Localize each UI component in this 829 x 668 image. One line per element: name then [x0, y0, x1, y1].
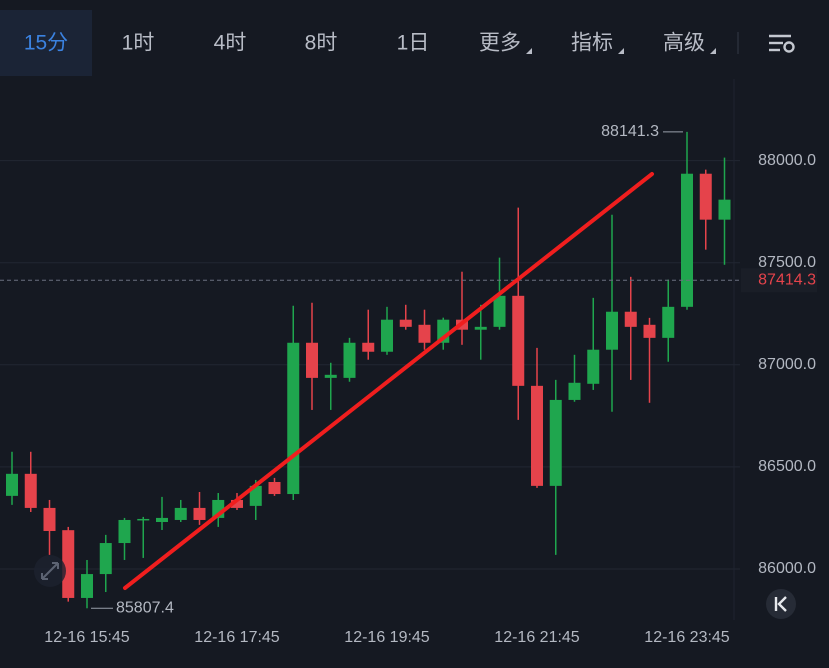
y-tick-label: 87000.0	[758, 356, 816, 373]
candle-body	[362, 342, 375, 352]
candle-body	[249, 485, 262, 506]
tab-label: 更多	[479, 32, 521, 55]
candle-body	[681, 173, 693, 307]
dropdown-arrow	[618, 48, 624, 54]
tab-label: 15分	[24, 32, 68, 55]
candle-body	[399, 319, 412, 327]
candle-body	[231, 499, 243, 508]
candle-body	[568, 382, 581, 400]
candle-body	[287, 342, 300, 495]
tab-label: 4时	[214, 32, 247, 55]
candle-body	[156, 517, 168, 523]
candle-body	[606, 311, 618, 350]
candle-body	[99, 543, 112, 575]
candle-body	[193, 507, 206, 520]
tab[interactable]: 更多	[479, 32, 532, 55]
candle-body	[418, 324, 431, 343]
candle-body	[643, 324, 656, 338]
tab[interactable]: 15分	[0, 10, 92, 76]
candle-body	[493, 295, 506, 327]
settings-icon[interactable]	[769, 34, 795, 53]
tab[interactable]: 1时	[122, 32, 155, 55]
candle-body	[43, 507, 56, 531]
x-tick-label: 12-16 15:45	[44, 629, 130, 646]
x-tick-label: 12-16 17:45	[194, 629, 280, 646]
candle-body	[81, 574, 93, 598]
candle-body	[512, 295, 525, 386]
chart: 86000.0 86500.0 87000.0 87500.0 88000.0 12-16…	[0, 79, 817, 646]
tab[interactable]: 1日	[397, 32, 430, 55]
candle-body	[24, 473, 37, 508]
min-label: 85807.4	[116, 600, 174, 617]
trend-line[interactable]	[123, 172, 654, 590]
candle-body	[137, 518, 150, 521]
y-tick-label: 87500.0	[758, 254, 816, 271]
candle-body	[531, 385, 543, 486]
tab-label: 1日	[397, 32, 430, 55]
tab-label: 1时	[122, 32, 155, 55]
dropdown-arrow	[710, 48, 716, 54]
max-label: 88141.3	[601, 123, 659, 140]
candle-body	[624, 311, 637, 327]
candle-body	[306, 342, 318, 378]
candle-body	[381, 319, 393, 352]
tab-label: 高级	[663, 32, 705, 55]
candle-body	[6, 473, 18, 496]
y-tick-label: 88000.0	[758, 152, 816, 169]
x-tick-label: 12-16 23:45	[644, 629, 730, 646]
candle-body	[324, 374, 337, 378]
tab[interactable]: 4时	[214, 32, 247, 55]
candle-body	[474, 326, 487, 330]
y-tick-label: 86500.0	[758, 458, 816, 475]
expand-button[interactable]	[34, 555, 66, 587]
tab-label: 指标	[571, 32, 613, 55]
candle-body	[343, 342, 356, 378]
tab-label: 8时	[305, 32, 338, 55]
tab[interactable]: 8时	[305, 32, 338, 55]
candle-body	[549, 399, 562, 486]
candle-body	[718, 199, 731, 220]
tab[interactable]: 高级	[663, 32, 716, 55]
candle-body	[587, 349, 600, 384]
last-price-tag	[741, 268, 817, 293]
toolbar: 15分 1时 4时 8时 1日 更多 指标 高级	[0, 10, 716, 76]
tab-highlight	[0, 10, 92, 76]
candle-body	[174, 507, 187, 520]
candle-body	[662, 306, 675, 338]
candle-body	[118, 519, 131, 544]
candle-body	[268, 481, 281, 495]
dropdown-arrow	[526, 48, 532, 54]
scroll-latest-button[interactable]	[766, 589, 796, 619]
tab[interactable]: 指标	[571, 32, 624, 55]
x-tick-label: 12-16 21:45	[494, 629, 580, 646]
x-tick-label: 12-16 19:45	[344, 629, 430, 646]
candle-body	[62, 530, 75, 598]
candle-body	[699, 173, 712, 220]
y-tick-label: 86000.0	[758, 560, 816, 577]
last-price-label: 87414.3	[758, 271, 816, 288]
